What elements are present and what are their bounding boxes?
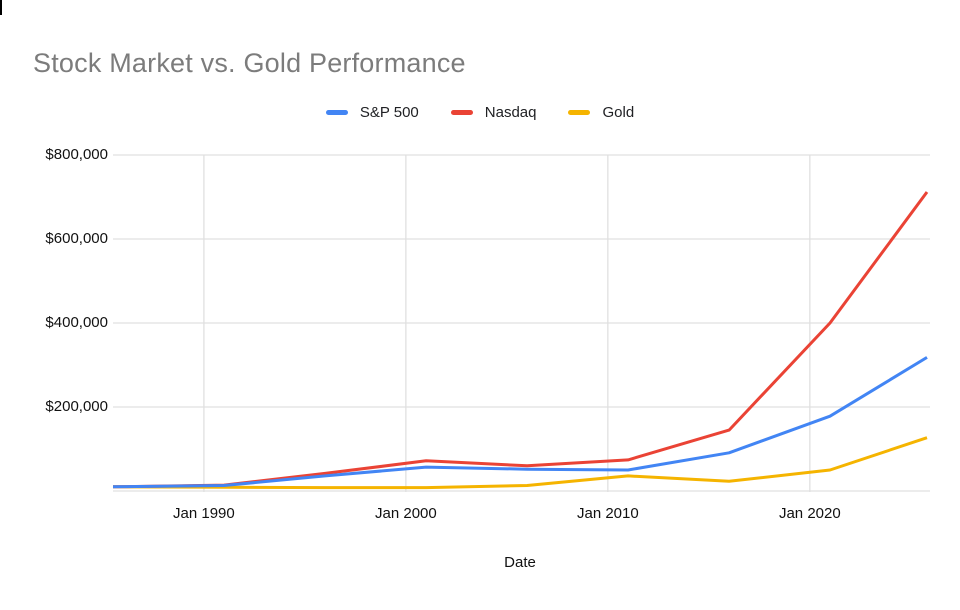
y-axis-label: $600,000 [45,230,108,247]
legend-swatch-icon [450,109,473,115]
legend-item-gold[interactable]: Gold [568,104,634,121]
x-axis-label: Jan 2020 [778,505,841,522]
chart-legend: S&P 500 Nasdaq Gold [0,102,960,122]
legend-swatch-icon [568,109,591,115]
legend-label: Gold [602,103,635,121]
y-axis-label: $800,000 [45,146,108,163]
legend-item-nasdaq[interactable]: Nasdaq [450,103,537,121]
series-line-nasdaq [112,191,929,489]
y-axis-label: $400,000 [45,314,108,331]
legend-swatch-icon [325,109,348,115]
x-axis-label: Jan 2000 [375,505,437,522]
corner-artifact [0,0,2,15]
legend-label: S&P 500 [359,103,419,121]
chart-title: Stock Market vs. Gold Performance [33,48,466,78]
legend-item-s-p-500[interactable]: S&P 500 [325,103,419,121]
y-axis-label: $200,000 [45,398,108,415]
legend-label: Nasdaq [484,103,537,121]
x-axis-label: Jan 1990 [173,505,235,522]
series-line-s-p-500 [112,356,928,489]
x-axis-title: Date [504,554,536,571]
x-axis-label: Jan 2010 [576,505,639,522]
series-line-gold [112,436,928,490]
